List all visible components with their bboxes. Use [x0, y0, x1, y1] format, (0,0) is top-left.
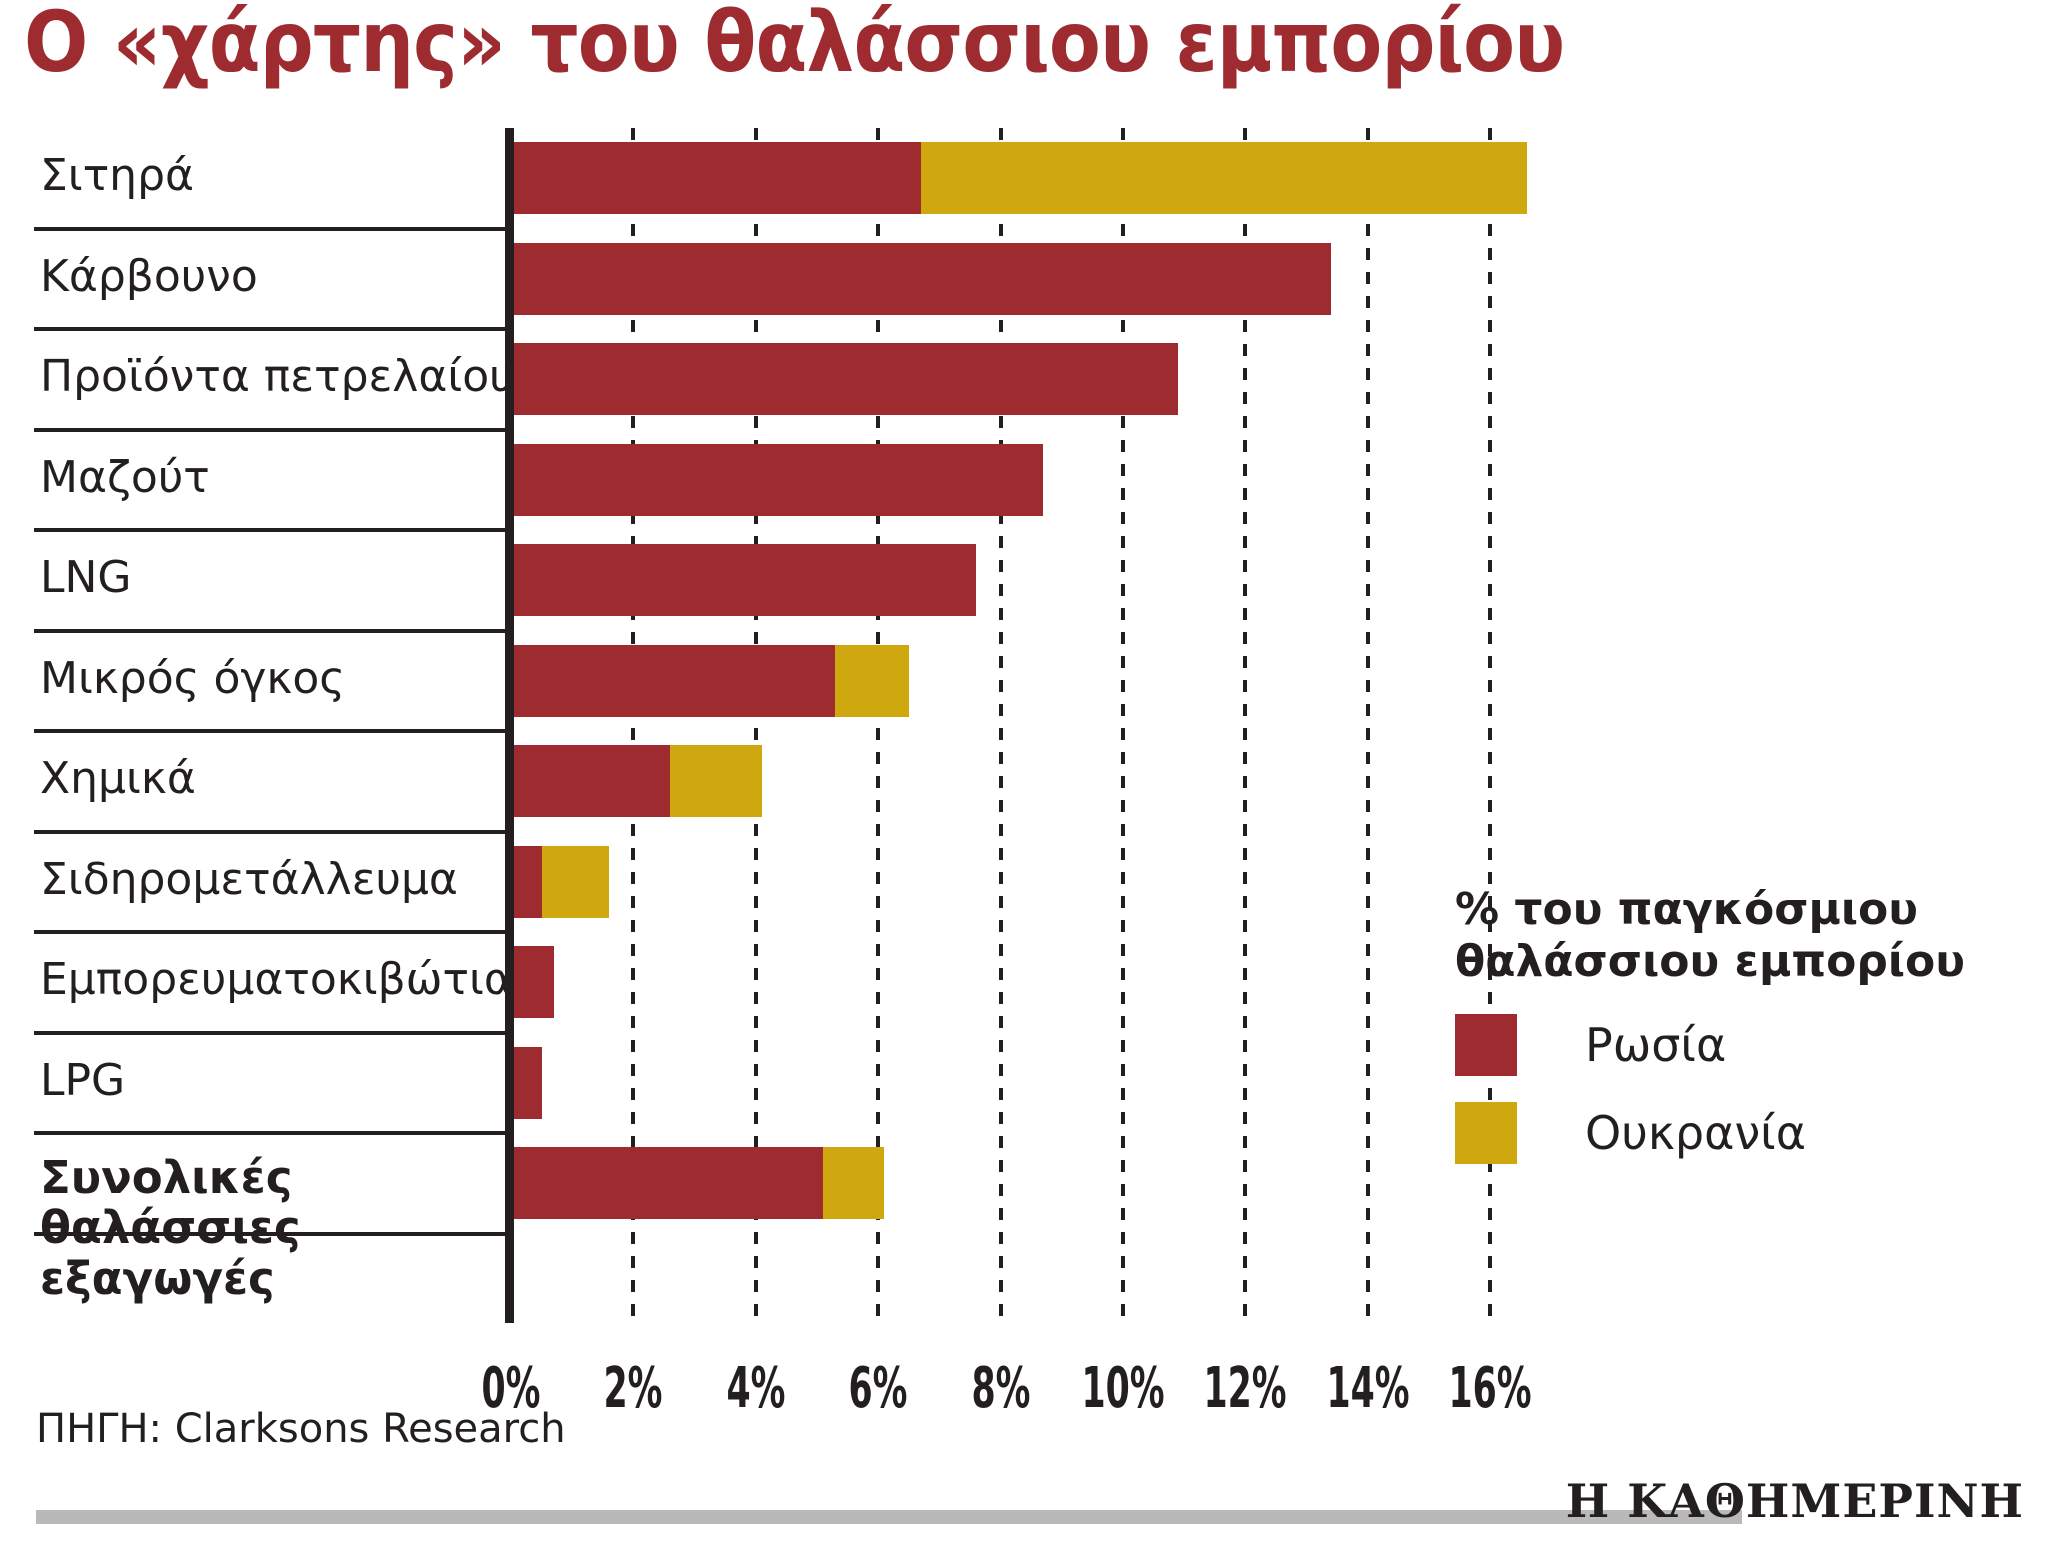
x-tick-6: 6%	[848, 1356, 908, 1421]
bar-segment-ukraine	[823, 1147, 885, 1219]
x-tick-14: 14%	[1326, 1356, 1410, 1421]
x-tick-10: 10%	[1081, 1356, 1165, 1421]
gridline-10	[1121, 128, 1125, 1323]
bar-segment-russia	[511, 845, 542, 918]
footer-divider	[36, 1510, 1742, 1524]
row-divider	[34, 327, 512, 331]
chart-row: LPG	[0, 1030, 2048, 1134]
bar-segment-russia	[511, 1147, 824, 1219]
publication-brand: Η ΚΑΘΗΜΕΡΙΝΗ	[1565, 1474, 2024, 1528]
x-axis: 0% 2% 4% 6% 8% 10% 12% 14% 16%	[0, 1356, 2048, 1426]
x-tick-8: 8%	[971, 1356, 1031, 1421]
chart-row: Σιδηρομετάλλευμα	[0, 829, 2048, 933]
gridline-16	[1488, 128, 1493, 1323]
bar-chart: Σιτηρά Κάρβουνο Προϊόντα πετρελαίου Μαζούτ L…	[0, 128, 2048, 1360]
chart-row: Προϊόντα πετρελαίου	[0, 327, 2048, 430]
bar-segment-russia	[511, 343, 1179, 415]
gridline-8	[998, 128, 1003, 1323]
bar-segment-russia	[511, 242, 1332, 315]
row-divider	[34, 1030, 512, 1035]
category-label-8: Εμπορευματοκιβώτια	[40, 954, 513, 1005]
source-note: ΠΗΓΗ: Clarksons Research	[36, 1406, 566, 1452]
category-label-7: Σιδηρομετάλλευμα	[40, 853, 458, 905]
bar-segment-ukraine	[541, 845, 609, 918]
row-divider	[34, 427, 512, 432]
row-divider	[34, 226, 512, 231]
x-tick-4: 4%	[726, 1356, 786, 1421]
chart-row: Συνολικές θαλάσσιες εξαγωγές	[0, 1131, 2048, 1304]
bar-segment-russia	[511, 644, 836, 717]
chart-row: Μαζούτ	[0, 427, 2048, 531]
row-divider	[34, 1131, 512, 1135]
chart-row: Μικρός όγκος	[0, 628, 2048, 732]
bar-segment-ukraine	[670, 745, 762, 817]
x-tick-16: 16%	[1448, 1356, 1532, 1421]
bar-segment-russia	[511, 443, 1044, 516]
category-label-6: Χημικά	[40, 753, 196, 804]
category-label-0: Σιτηρά	[40, 150, 194, 201]
legend-label-russia: Ρωσία	[1585, 1017, 1727, 1072]
gridline-4	[753, 128, 758, 1323]
bar-segment-russia	[511, 544, 977, 616]
x-tick-12: 12%	[1203, 1356, 1287, 1421]
row-divider	[34, 930, 512, 934]
row-divider	[34, 829, 512, 834]
gridline-6	[876, 128, 881, 1323]
category-label-10: Συνολικές θαλάσσιες εξαγωγές	[40, 1151, 301, 1305]
row-divider	[34, 729, 512, 733]
chart-row: Εμπορευματοκιβώτια	[0, 930, 2048, 1033]
gridline-2	[631, 128, 636, 1323]
bar-segment-russia	[511, 745, 671, 817]
chart-row: LNG	[0, 528, 2048, 631]
category-label-2: Προϊόντα πετρελαίου	[40, 351, 515, 402]
bar-segment-russia	[511, 1046, 542, 1119]
legend-swatch-ukraine	[1455, 1101, 1517, 1164]
category-label-5: Μικρός όγκος	[40, 652, 346, 704]
legend-label-ukraine: Ουκρανία	[1585, 1105, 1807, 1160]
bar-segment-russia	[511, 142, 922, 214]
x-tick-0: 0%	[481, 1356, 541, 1421]
bar-segment-ukraine	[921, 142, 1527, 214]
gridline-12	[1243, 128, 1248, 1323]
row-divider-bottom	[34, 1231, 512, 1236]
legend-item-russia: Ρωσία	[1455, 1013, 2015, 1076]
category-label-3: Μαζούτ	[40, 451, 210, 503]
bar-segment-ukraine	[835, 644, 909, 717]
legend-swatch-russia	[1455, 1013, 1517, 1076]
x-tick-2: 2%	[603, 1356, 663, 1421]
chart-row: Χημικά	[0, 729, 2048, 832]
chart-legend: % του παγκόσμιου θαλάσσιου εμπορίου Ρωσί…	[1455, 884, 2015, 1164]
chart-row: Σιτηρά	[0, 128, 2048, 229]
legend-title: % του παγκόσμιου θαλάσσιου εμπορίου	[1455, 884, 1965, 987]
y-axis-line	[505, 128, 514, 1323]
row-divider	[34, 528, 512, 532]
bar-segment-russia	[511, 946, 554, 1018]
category-label-4: LNG	[40, 552, 132, 603]
row-divider	[34, 628, 512, 633]
gridline-14	[1365, 128, 1370, 1323]
category-label-9: LPG	[40, 1054, 126, 1106]
legend-item-ukraine: Ουκρανία	[1455, 1101, 2015, 1164]
page-title: Ο «χάρτης» του θαλάσσιου εμπορίου	[24, 0, 1565, 91]
chart-row: Κάρβουνο	[0, 226, 2048, 330]
category-label-1: Κάρβουνο	[40, 250, 258, 302]
